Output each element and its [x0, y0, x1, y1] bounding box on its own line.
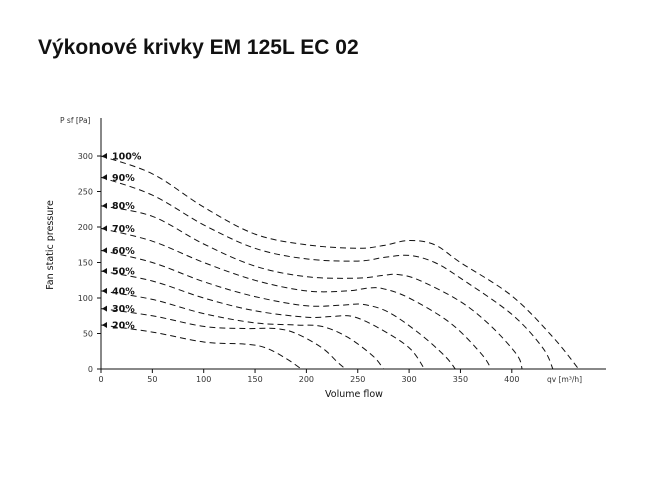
- x-tick-label: 200: [299, 375, 314, 384]
- curve-label-70-percent: 70%: [112, 224, 135, 235]
- curve-label-60-percent: 60%: [112, 246, 135, 257]
- y-axis-ticks: 0 50 100 150 200 250 300: [78, 152, 101, 374]
- curve-labels: 100% 90% 80% 70% 60% 50% 40% 30% 20%: [102, 152, 142, 331]
- curve-label-100-percent: 100%: [112, 152, 142, 163]
- x-tick-label: 50: [147, 375, 157, 384]
- x-tick-label: 150: [247, 375, 262, 384]
- y-tick-label: 100: [78, 294, 93, 303]
- curve-marker-arrow: [102, 202, 107, 209]
- curve-label-20-percent: 20%: [112, 320, 135, 331]
- x-tick-label: 300: [401, 375, 416, 384]
- y-tick-label: 300: [78, 152, 93, 161]
- y-unit-label: P sf [Pa]: [60, 116, 91, 125]
- curve-label-30-percent: 30%: [112, 304, 135, 315]
- curve-label-80-percent: 80%: [112, 201, 135, 212]
- x-tick-label: 100: [196, 375, 211, 384]
- curve-100-percent: [100, 155, 579, 370]
- curve-30-percent: [100, 308, 346, 370]
- x-unit-label: qv [m³/h]: [547, 375, 582, 384]
- y-tick-label: 250: [78, 188, 93, 197]
- curve-marker-arrow: [102, 321, 107, 328]
- x-tick-label: 0: [98, 375, 103, 384]
- chart-title: Výkonové krivky EM 125L EC 02: [38, 36, 359, 59]
- y-axis-title: Fan static pressure: [45, 200, 56, 290]
- y-tick-label: 50: [83, 330, 93, 339]
- curve-20-percent: [100, 324, 302, 370]
- curve-marker-arrow: [102, 247, 107, 254]
- y-tick-label: 0: [88, 365, 93, 374]
- y-tick-label: 150: [78, 259, 93, 268]
- curve-90-percent: [100, 176, 554, 370]
- x-axis-title: Volume flow: [325, 389, 383, 400]
- curve-label-50-percent: 50%: [112, 267, 135, 278]
- x-axis-ticks: 0 50 100 150 200 250 300 350 400: [98, 369, 519, 384]
- curve-marker-arrow: [102, 174, 107, 181]
- curve-40-percent: [100, 290, 384, 370]
- curve-label-90-percent: 90%: [112, 173, 135, 184]
- curve-80-percent: [100, 205, 523, 370]
- x-tick-label: 400: [504, 375, 519, 384]
- curve-70-percent: [100, 227, 492, 370]
- performance-curves: [100, 155, 579, 370]
- curve-marker-arrow: [102, 153, 107, 159]
- y-tick-label: 200: [78, 223, 93, 232]
- curve-60-percent: [100, 249, 456, 370]
- x-tick-label: 350: [453, 375, 468, 384]
- curve-marker-arrow: [102, 268, 107, 275]
- curve-marker-arrow: [102, 225, 107, 232]
- x-tick-label: 250: [350, 375, 365, 384]
- curve-marker-arrow: [102, 305, 107, 312]
- curve-marker-arrow: [102, 287, 107, 294]
- curve-50-percent: [100, 270, 425, 370]
- curve-label-40-percent: 40%: [112, 286, 135, 297]
